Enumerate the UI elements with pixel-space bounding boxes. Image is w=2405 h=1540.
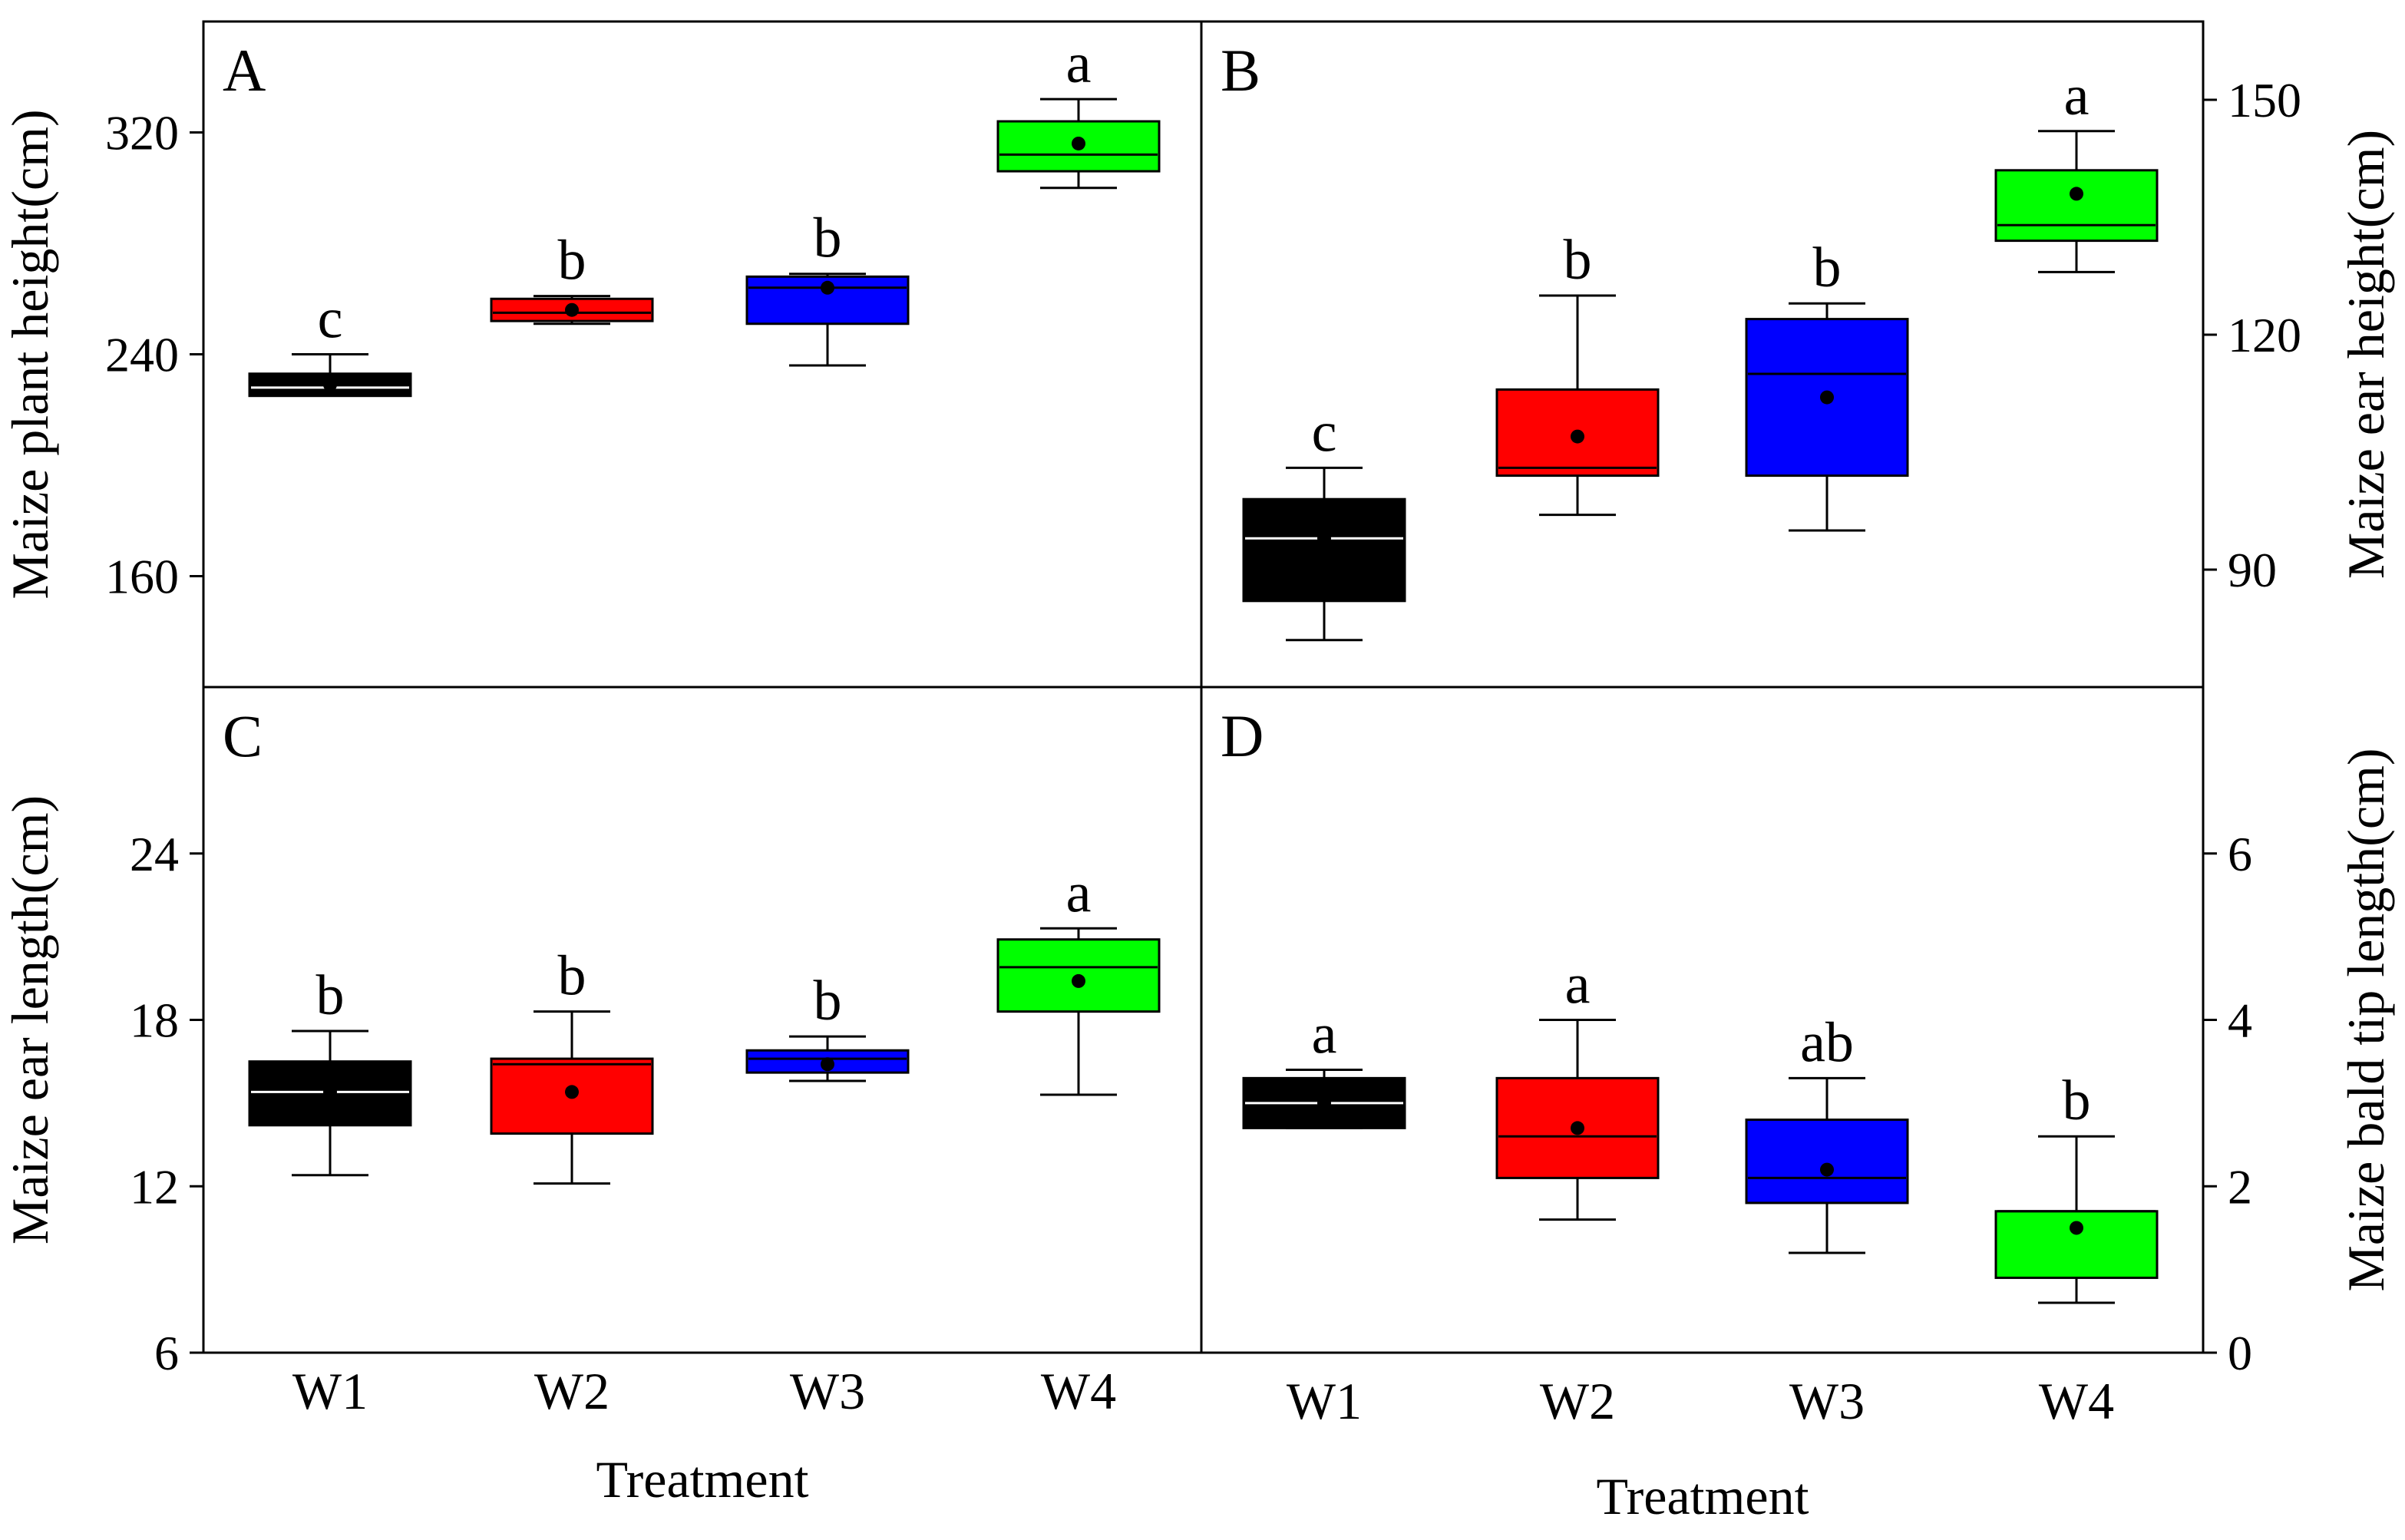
panel-c: C 6 12 18 24 Maize ear length(cm) b W1 b W2 b W3 a W4… (1, 686, 1203, 1509)
y-tick-label: 12 (130, 1159, 179, 1214)
x-category-label: W4 (2039, 1372, 2114, 1430)
significance-letter: b (558, 945, 586, 1008)
iqr-box (1495, 1076, 1660, 1179)
y-axis-title: Maize ear height(cm) (2337, 130, 2395, 579)
box-w1: b (248, 964, 412, 1177)
y-axis-title: Maize plant height(cm) (1, 109, 59, 599)
mean-point (1317, 1096, 1331, 1110)
box-w4: a (996, 32, 1161, 190)
iqr-box (1994, 169, 2159, 243)
mean-point (2070, 187, 2083, 201)
box-w4: a (1994, 64, 2159, 273)
significance-letter: ab (1800, 1011, 1854, 1074)
mean-point (1072, 973, 1085, 988)
significance-letter: b (1564, 229, 1592, 292)
significance-letter: b (316, 964, 345, 1027)
panel-letter: C (223, 702, 263, 769)
iqr-box (1242, 497, 1406, 603)
panel-b: B 90 120 150 Maize ear height(cm) c b b a (1200, 20, 2395, 689)
x-category-label: W2 (534, 1362, 610, 1420)
box-w3: ab (1745, 1011, 1909, 1254)
iqr-box (1745, 1119, 1909, 1205)
mean-point (1820, 1162, 1834, 1177)
mean-point (1820, 390, 1834, 405)
significance-letter: b (814, 207, 842, 270)
y-axis-title: Maize bald tip length(cm) (2337, 748, 2395, 1291)
mean-point (821, 1057, 834, 1072)
box-w1: a (1242, 1003, 1406, 1129)
iqr-box (490, 297, 654, 322)
y-tick-label: 6 (154, 1326, 179, 1380)
significance-letter: a (1066, 861, 1092, 924)
y-tick-label: 0 (2228, 1326, 2252, 1380)
panel-frame (202, 686, 1203, 1354)
box-w2: b (1495, 229, 1660, 517)
panel-a: A 160 240 320 Maize plant height(cm) c b b a (1, 20, 1203, 689)
box-w2: a (1495, 953, 1660, 1221)
significance-letter: b (558, 230, 586, 292)
mean-point (1072, 136, 1085, 150)
mean-point (565, 1085, 579, 1099)
significance-letter: b (814, 970, 842, 1033)
box-w4: a (996, 861, 1161, 1096)
significance-letter: b (1813, 236, 1842, 299)
y-tick-label: 120 (2228, 308, 2301, 362)
box-w2: b (490, 230, 654, 326)
box-w1: c (1242, 401, 1406, 642)
panel-letter: A (223, 37, 266, 104)
y-tick-label: 160 (105, 550, 179, 604)
y-tick-label: 320 (105, 106, 179, 160)
panel-letter: B (1221, 37, 1260, 104)
mean-point (565, 302, 579, 317)
mean-point (323, 378, 337, 392)
mean-point (323, 1085, 337, 1099)
iqr-box (1745, 318, 1909, 478)
x-category-label: W2 (1540, 1372, 1615, 1430)
x-axis-title: Treatment (1596, 1467, 1809, 1525)
y-tick-label: 2 (2228, 1159, 2252, 1214)
box-w3: b (745, 207, 910, 367)
significance-letter: b (2063, 1069, 2091, 1132)
significance-letter: a (2064, 64, 2090, 127)
mean-point (1571, 429, 1584, 444)
box-w1: c (248, 288, 412, 398)
y-tick-label: 4 (2228, 993, 2252, 1048)
y-tick-label: 240 (105, 328, 179, 382)
significance-letter: a (1565, 953, 1591, 1016)
mean-point (821, 280, 834, 295)
y-tick-label: 90 (2228, 543, 2277, 597)
mean-point (2070, 1221, 2083, 1235)
box-w4: b (1994, 1069, 2159, 1304)
significance-letter: a (1312, 1003, 1337, 1066)
box-w2: b (490, 945, 654, 1185)
panel-letter: D (1221, 702, 1264, 769)
y-tick-label: 24 (130, 827, 179, 881)
box-w3: b (745, 970, 910, 1082)
significance-letter: c (318, 288, 343, 351)
x-axis-title: Treatment (596, 1450, 808, 1509)
x-category-label: W1 (1287, 1372, 1362, 1430)
mean-point (1317, 531, 1331, 546)
x-category-label: W3 (1789, 1372, 1865, 1430)
mean-point (1571, 1121, 1584, 1135)
panel-d: D 0 2 4 6 Maize bald tip length(cm) a W1 a W2 ab W3… (1200, 686, 2395, 1525)
x-category-label: W1 (292, 1362, 368, 1420)
x-category-label: W3 (790, 1362, 865, 1420)
y-tick-label: 6 (2228, 827, 2252, 881)
y-tick-label: 18 (130, 993, 179, 1048)
y-axis-title: Maize ear length(cm) (1, 795, 59, 1244)
box-w3: b (1745, 236, 1909, 532)
significance-letter: a (1066, 32, 1092, 95)
x-category-label: W4 (1041, 1362, 1116, 1420)
y-tick-label: 150 (2228, 73, 2301, 127)
significance-letter: c (1312, 401, 1337, 464)
